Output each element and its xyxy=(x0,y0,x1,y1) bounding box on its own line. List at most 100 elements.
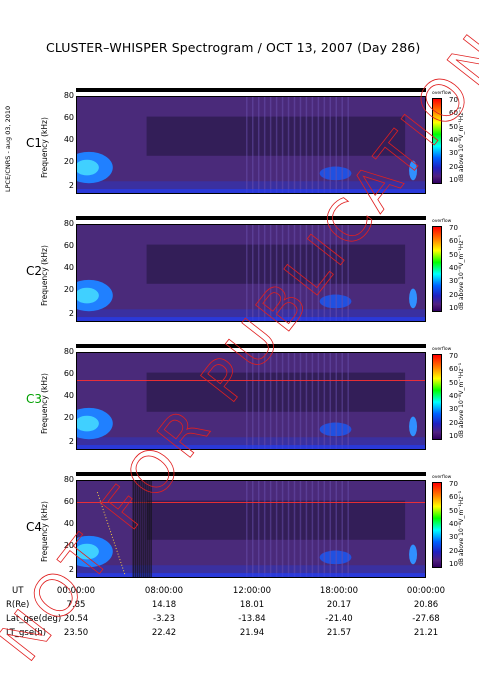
spectrogram-panel-c1: C1 Frequency (kHz) 80 60 40 20 2 overflow 70 60 50… xyxy=(0,88,479,200)
y-tick-label: 60 xyxy=(63,497,74,506)
y-tick-label: 80 xyxy=(63,347,74,356)
orbit-row-value: 23.50 xyxy=(63,628,89,638)
colorbar-label: dB above 10⁻⁸V_m⁻¹Hz⁻¹ xyxy=(458,490,465,566)
colorbar-tick-label: 70 xyxy=(449,480,458,488)
orbit-row-value: 20.17 xyxy=(326,600,352,610)
spectrogram-image xyxy=(77,225,425,321)
y-tick-label: 60 xyxy=(63,241,74,250)
colorbar xyxy=(432,98,442,184)
y-tick-label: 80 xyxy=(63,475,74,484)
orbit-row-value: 7.85 xyxy=(66,600,86,610)
spectrogram-image xyxy=(77,481,425,577)
spectrogram-plot xyxy=(76,352,426,450)
orbit-row-value: 14.18 xyxy=(151,600,177,610)
colorbar-tick-label: 50 xyxy=(449,250,458,259)
colorbar-tick-label: 20 xyxy=(449,418,458,427)
y-tick-label: 40 xyxy=(63,391,74,400)
colorbar-tick-label: 60 xyxy=(449,237,458,246)
x-tick-label: 00:00:00 xyxy=(56,586,96,596)
colorbar-tick-label: 40 xyxy=(449,263,458,272)
colorbar xyxy=(432,226,442,312)
colorbar-tick-label: 30 xyxy=(449,149,458,158)
y-tick-label: 20 xyxy=(63,157,74,166)
colorbar-tick-label: 20 xyxy=(449,162,458,171)
colorbar-tick-label: 50 xyxy=(449,506,458,515)
y-tick-label: 2 xyxy=(68,437,74,446)
y-tick-label: 40 xyxy=(63,263,74,272)
colorbar-tick-label: 50 xyxy=(449,122,458,131)
spectrogram-image xyxy=(77,97,425,193)
orbit-row-label: Lat_gse(deg) xyxy=(6,614,62,624)
colorbar-overflow-label: overflow xyxy=(432,475,452,480)
spectrogram-image xyxy=(77,353,425,449)
y-axis-label: Frequency (kHz) xyxy=(40,501,49,562)
colorbar-tick-label: 30 xyxy=(449,405,458,414)
colorbar-tick-label: 20 xyxy=(449,546,458,555)
orbit-row-label: R(Re) xyxy=(6,600,30,610)
y-tick-label: 2 xyxy=(68,181,74,190)
colorbar-overflow-label: overflow xyxy=(432,219,452,224)
data-coverage-bar xyxy=(76,472,426,476)
colorbar-overflow-label: overflow xyxy=(432,347,452,352)
ut-axis-label: UT xyxy=(12,586,24,596)
data-coverage-bar xyxy=(76,344,426,348)
y-tick-label: 20 xyxy=(63,413,74,422)
colorbar-tick-label: 30 xyxy=(449,277,458,286)
spectrogram-plot xyxy=(76,224,426,322)
orbit-row-value: 21.57 xyxy=(326,628,352,638)
colorbar-tick-label: 10 xyxy=(449,559,458,568)
spectrogram-panel-c2: C2 Frequency (kHz) 80 60 40 20 2 overflow 70 60 50… xyxy=(0,216,479,328)
satellite-label: C4 xyxy=(26,520,43,534)
colorbar-tick-label: 20 xyxy=(449,290,458,299)
x-tick-label: 00:00:00 xyxy=(406,586,446,596)
y-tick-label: 40 xyxy=(63,519,74,528)
y-tick-label: 60 xyxy=(63,369,74,378)
x-tick-label: 18:00:00 xyxy=(319,586,359,596)
y-tick-label: 40 xyxy=(63,135,74,144)
spectrogram-plot xyxy=(76,96,426,194)
spectrogram-panel-c3: C3 Frequency (kHz) 80 60 40 20 2 overflow 70 60 50… xyxy=(0,344,479,456)
y-tick-label: 20 xyxy=(63,285,74,294)
y-tick-label: 2 xyxy=(68,309,74,318)
colorbar-tick-label: 60 xyxy=(449,493,458,502)
y-tick-label: 20 xyxy=(63,541,74,550)
orbit-row-label: LT_gse(h) xyxy=(6,628,47,638)
orbit-row-value: 22.42 xyxy=(151,628,177,638)
orbit-row-value: 18.01 xyxy=(239,600,265,610)
colorbar-tick-label: 60 xyxy=(449,365,458,374)
colorbar-tick-label: 30 xyxy=(449,533,458,542)
colorbar-tick-label: 50 xyxy=(449,378,458,387)
colorbar xyxy=(432,354,442,440)
orbit-row-value: -21.40 xyxy=(325,614,353,624)
y-axis-label: Frequency (kHz) xyxy=(40,245,49,306)
y-axis-label: Frequency (kHz) xyxy=(40,373,49,434)
colorbar-tick-label: 70 xyxy=(449,352,458,360)
colorbar-tick-label: 40 xyxy=(449,135,458,144)
colorbar-tick-label: 10 xyxy=(449,431,458,440)
y-tick-label: 2 xyxy=(68,565,74,574)
colorbar-tick-label: 40 xyxy=(449,519,458,528)
orbit-row-value: 20.54 xyxy=(63,614,89,624)
satellite-label: C3 xyxy=(26,392,43,406)
satellite-label: C2 xyxy=(26,264,43,278)
x-tick-label: 08:00:00 xyxy=(144,586,184,596)
page-title: CLUSTER–WHISPER Spectrogram / OCT 13, 20… xyxy=(46,40,421,55)
y-tick-label: 80 xyxy=(63,219,74,228)
orbit-row-value: -13.84 xyxy=(238,614,266,624)
data-coverage-bar xyxy=(76,216,426,220)
orbit-row-value: -3.23 xyxy=(153,614,175,624)
colorbar-tick-label: 10 xyxy=(449,175,458,184)
y-axis-label: Frequency (kHz) xyxy=(40,117,49,178)
spectrogram-plot xyxy=(76,480,426,578)
colorbar-label: dB above 10⁻⁸V_m⁻¹Hz⁻¹ xyxy=(458,106,465,182)
colorbar-tick-label: 60 xyxy=(449,109,458,118)
orbit-row-value: -27.68 xyxy=(412,614,440,624)
colorbar xyxy=(432,482,442,568)
satellite-label: C1 xyxy=(26,136,43,150)
x-tick-label: 12:00:00 xyxy=(232,586,272,596)
orbit-row-value: 21.94 xyxy=(239,628,265,638)
colorbar-tick-label: 70 xyxy=(449,224,458,232)
orbit-row-value: 21.21 xyxy=(413,628,439,638)
y-tick-label: 80 xyxy=(63,91,74,100)
y-tick-label: 60 xyxy=(63,113,74,122)
